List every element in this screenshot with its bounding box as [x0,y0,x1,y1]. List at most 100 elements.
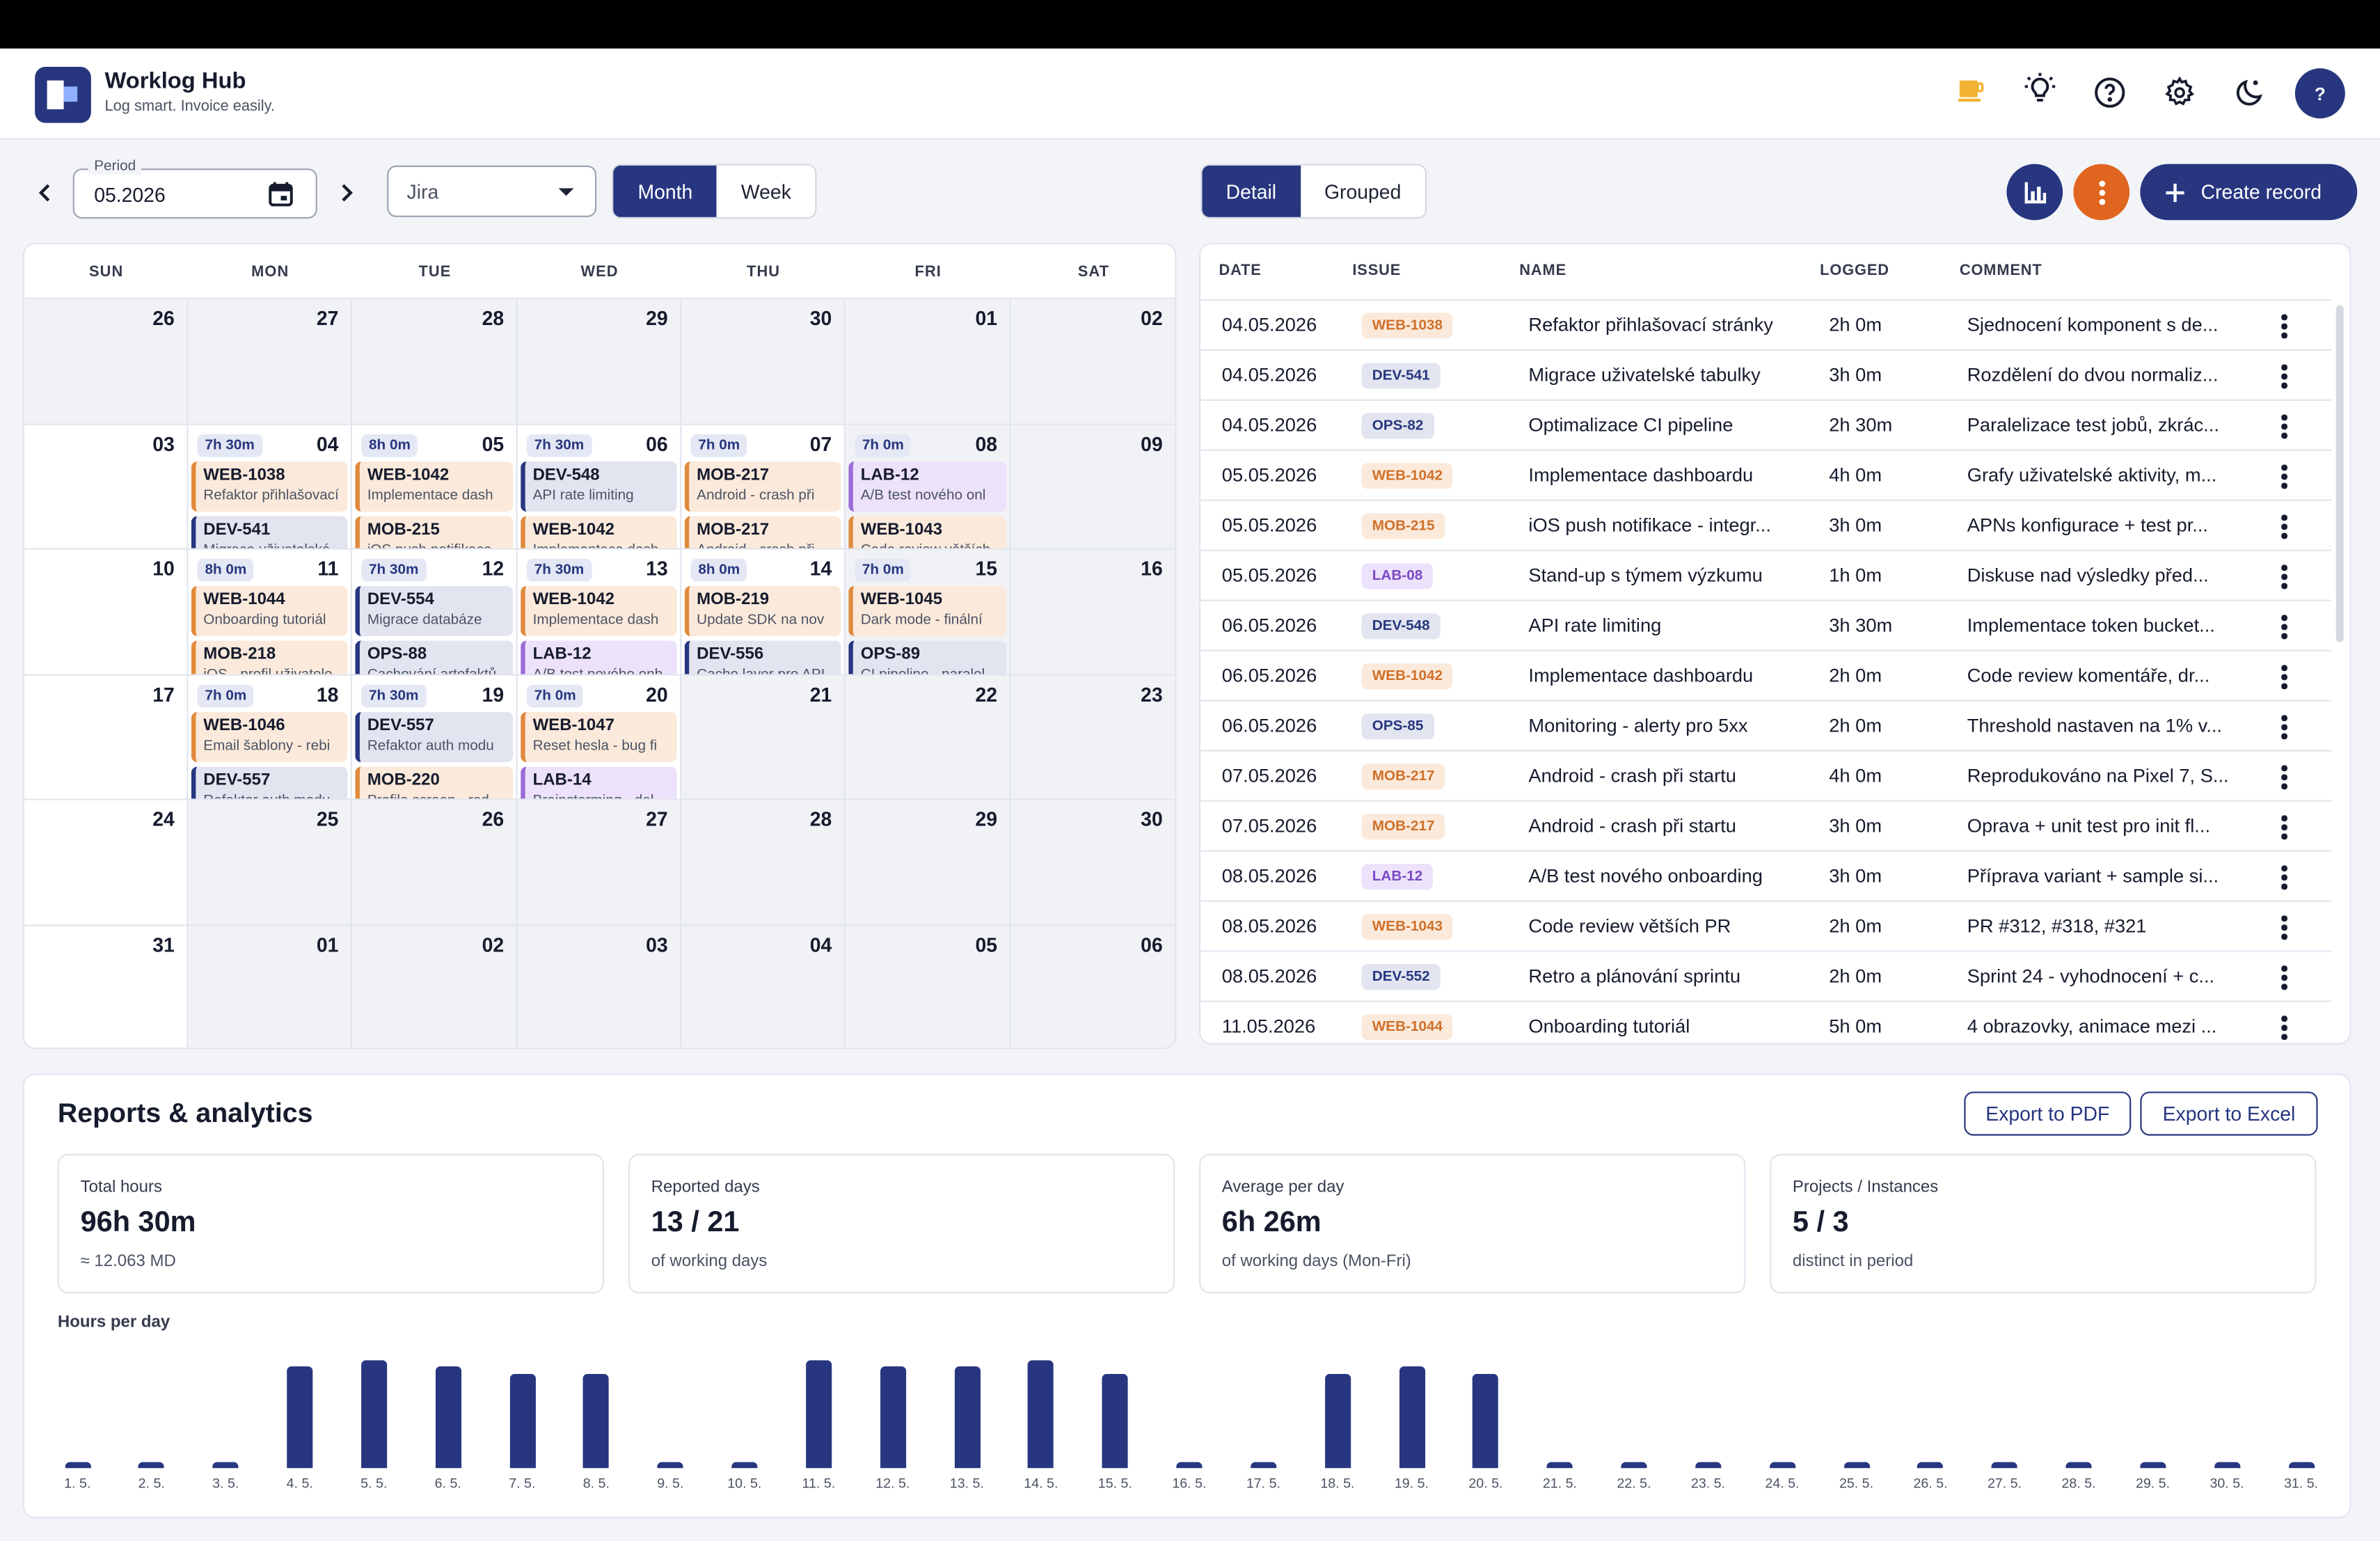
calendar-event[interactable]: OPS-89 CI pipeline - paralel [848,640,1007,674]
calendar-day-cell[interactable]: 28 [681,800,846,926]
calendar-day-cell[interactable]: 03 [24,424,189,550]
table-row[interactable]: 05.05.2026 WEB-1042 Implementace dashboard… [1200,449,2332,500]
calendar-event[interactable]: MOB-217 Android - crash při [684,515,841,548]
calendar-day-cell[interactable]: 24 [24,800,189,926]
table-row[interactable]: 06.05.2026 OPS-85 Monitoring - alerty pro … [1200,700,2332,750]
row-menu-icon[interactable] [2281,665,2287,689]
calendar-day-cell[interactable]: 25 [188,800,353,926]
chart-bar[interactable] [1324,1373,1351,1469]
row-menu-icon[interactable] [2281,715,2287,739]
table-row[interactable]: 04.05.2026 DEV-541 Migrace uživatelské tab… [1200,349,2332,400]
calendar-event[interactable]: MOB-220 Profile screen - red [355,766,514,799]
chart-bar[interactable] [509,1373,535,1469]
moon-icon[interactable] [2231,74,2267,111]
chart-bar[interactable] [1621,1462,1647,1469]
calendar-day-cell[interactable]: 18 7h 0m WEB-1046 Email šablony - rebi DEV-5… [188,674,353,800]
create-record-button[interactable]: Create record [2140,164,2358,221]
calendar-event[interactable]: DEV-541 Migrace uživatelské [191,515,348,548]
row-menu-icon[interactable] [2281,815,2287,839]
calendar-day-cell[interactable]: 27 [188,299,353,425]
calendar-event[interactable]: OPS-88 Cachování artefaktů [355,640,514,674]
calendar-day-cell[interactable]: 29 [845,800,1011,926]
issue-tag[interactable]: WEB-1042 [1361,463,1454,489]
calendar-icon[interactable] [267,181,294,216]
calendar-event[interactable]: WEB-1043 Code review větších [848,515,1007,548]
calendar-event[interactable]: MOB-218 iOS - profil uživatele [191,640,348,674]
calendar-day-cell[interactable]: 13 7h 30m WEB-1042 Implementace dash LAB-12 A… [517,549,682,675]
calendar-day-cell[interactable]: 28 [352,299,518,425]
help-icon[interactable] [2092,74,2128,111]
table-row[interactable]: 06.05.2026 WEB-1042 Implementace dashboard… [1200,649,2332,700]
calendar-event[interactable]: LAB-14 Brainstorming - dal [521,766,677,799]
calendar-day-cell[interactable]: 20 7h 0m WEB-1047 Reset hesla - bug fi LAB-1… [517,674,682,800]
chart-bar[interactable] [953,1367,980,1469]
calendar-day-cell[interactable]: 19 7h 30m DEV-557 Refaktor auth modu MOB-220… [352,674,518,800]
calendar-event[interactable]: WEB-1046 Email šablony - rebi [191,711,348,761]
chart-bar[interactable] [880,1367,906,1469]
chart-bar[interactable] [2140,1462,2166,1469]
export-excel-button[interactable]: Export to Excel [2140,1091,2318,1136]
chart-bar[interactable] [212,1462,239,1469]
chart-bar[interactable] [360,1360,387,1469]
mode-grouped-button[interactable]: Grouped [1324,180,1402,203]
calendar-event[interactable]: MOB-217 Android - crash při [684,461,841,512]
issue-tag[interactable]: DEV-552 [1361,964,1441,990]
table-row[interactable]: 04.05.2026 OPS-82 Optimalizace CI pipeline… [1200,399,2332,450]
calendar-event[interactable]: LAB-12 A/B test nového onl [848,461,1007,512]
calendar-day-cell[interactable]: 02 [352,925,518,1048]
chart-bar[interactable] [435,1367,461,1469]
chart-bar[interactable] [1769,1462,1795,1469]
issue-tag[interactable]: WEB-1038 [1361,313,1454,339]
chart-bar[interactable] [1991,1462,2018,1469]
chart-bar[interactable] [2214,1462,2240,1469]
chart-bar[interactable] [1102,1373,1128,1469]
chart-button[interactable] [2006,164,2063,221]
calendar-event[interactable]: WEB-1042 Implementace dash [355,461,514,512]
row-menu-icon[interactable] [2281,564,2287,589]
chart-bar[interactable] [2065,1462,2092,1469]
calendar-day-cell[interactable]: 27 [517,800,682,926]
calendar-event[interactable]: WEB-1045 Dark mode - finální [848,585,1007,636]
chart-bar[interactable] [1695,1462,1722,1469]
calendar-day-cell[interactable]: 07 7h 0m MOB-217 Android - crash při MOB-217… [681,424,846,550]
table-row[interactable]: 06.05.2026 DEV-548 API rate limiting 3h 30m… [1200,599,2332,650]
table-row[interactable]: 05.05.2026 MOB-215 iOS push notifikace - i… [1200,499,2332,550]
calendar-day-cell[interactable]: 22 [845,674,1011,800]
calendar-event[interactable]: DEV-554 Migrace databáze [355,585,514,636]
issue-tag[interactable]: MOB-215 [1361,513,1445,539]
row-menu-icon[interactable] [2281,865,2287,890]
chart-bar[interactable] [805,1360,832,1469]
chart-bar[interactable] [1546,1462,1573,1469]
calendar-day-cell[interactable]: 31 [24,925,189,1048]
calendar-day-cell[interactable]: 01 [188,925,353,1048]
calendar-event[interactable]: WEB-1042 Implementace dash [521,585,677,636]
next-period-button[interactable] [333,179,360,206]
chart-bar[interactable] [1473,1373,1499,1469]
calendar-day-cell[interactable]: 01 [845,299,1011,425]
more-options-button[interactable] [2073,164,2130,221]
chart-bar[interactable] [1176,1462,1203,1469]
row-menu-icon[interactable] [2281,965,2287,990]
lightbulb-icon[interactable] [2022,70,2058,106]
issue-tag[interactable]: WEB-1044 [1361,1014,1454,1041]
row-menu-icon[interactable] [2281,1016,2287,1040]
calendar-day-cell[interactable]: 08 7h 0m LAB-12 A/B test nového onl WEB-1043… [845,424,1011,550]
table-row[interactable]: 11.05.2026 WEB-1044 Onboarding tutoriál 5h … [1200,1000,2332,1043]
chart-bar[interactable] [1917,1462,1944,1469]
chart-bar[interactable] [64,1462,90,1469]
issue-tag[interactable]: DEV-548 [1361,613,1441,640]
chart-bar[interactable] [657,1462,683,1469]
calendar-event[interactable]: WEB-1042 Implementace dash [521,515,677,548]
calendar-day-cell[interactable]: 14 8h 0m MOB-219 Update SDK na nov DEV-556 Ca… [681,549,846,675]
calendar-day-cell[interactable]: 26 [352,800,518,926]
chart-bar[interactable] [1028,1360,1054,1469]
table-row[interactable]: 04.05.2026 WEB-1038 Refaktor přihlašovací … [1200,299,2332,349]
calendar-day-cell[interactable]: 17 [24,674,189,800]
row-menu-icon[interactable] [2281,464,2287,489]
calendar-day-cell[interactable]: 15 7h 0m WEB-1045 Dark mode - finální OPS-89… [845,549,1011,675]
chart-bar[interactable] [1250,1462,1276,1469]
calendar-day-cell[interactable]: 26 [24,299,189,425]
table-row[interactable]: 08.05.2026 WEB-1043 Code review větších PR… [1200,900,2332,950]
row-menu-icon[interactable] [2281,514,2287,539]
calendar-day-cell[interactable]: 16 [1010,549,1175,675]
